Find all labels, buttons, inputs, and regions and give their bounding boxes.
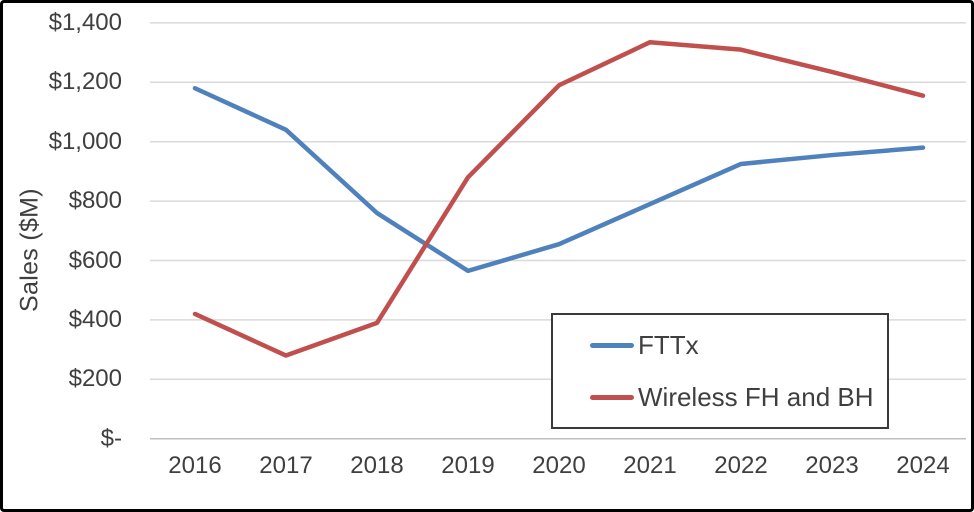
x-tick-label: 2021 (623, 452, 677, 479)
x-tick-label: 2016 (168, 452, 222, 479)
legend-line-swatch (590, 394, 634, 400)
legend-label: Wireless FH and BH (638, 381, 874, 412)
legend-line-swatch (590, 342, 634, 348)
y-tick-label: $1,200 (48, 68, 122, 96)
x-tick-label: 2024 (896, 452, 950, 479)
y-tick-label: $200 (68, 365, 122, 393)
legend-item: Wireless FH and BH (590, 382, 887, 413)
x-tick-label: 2017 (259, 452, 313, 479)
y-tick-label: $600 (68, 246, 122, 274)
x-tick-label: 2019 (441, 452, 495, 479)
series-line-wireless-fh-and-bh (192, 39, 926, 358)
y-tick-label: $1,000 (48, 127, 122, 155)
y-tick-label: $800 (68, 187, 122, 215)
y-tick-label: $1,400 (48, 8, 122, 36)
series-line-fttx (192, 85, 926, 274)
legend-label: FTTx (638, 329, 699, 360)
y-tick-label: $400 (68, 305, 122, 333)
x-tick-label: 2022 (714, 452, 768, 479)
x-tick-label: 2020 (532, 452, 586, 479)
x-tick-label: 2018 (350, 452, 404, 479)
x-tick-label: 2023 (805, 452, 859, 479)
legend: FTTx Wireless FH and BH (551, 313, 889, 429)
legend-item: FTTx (590, 330, 887, 361)
y-tick-label: $- (100, 424, 122, 452)
